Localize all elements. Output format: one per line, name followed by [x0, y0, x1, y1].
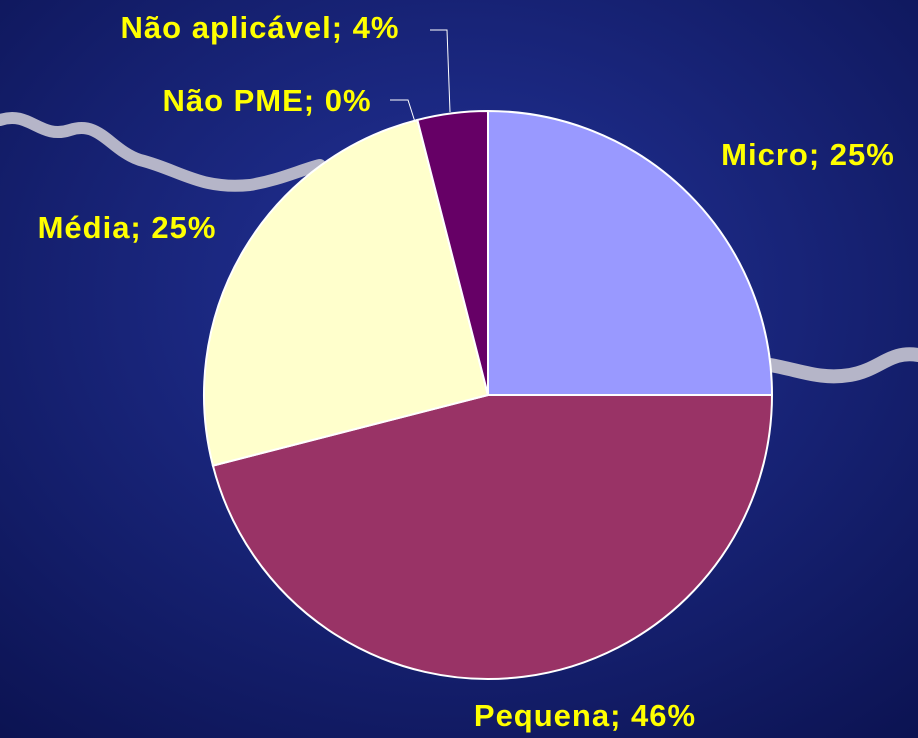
data-label: Micro; 25% — [721, 137, 895, 172]
data-label: Não PME; 0% — [162, 83, 371, 118]
data-label: Média; 25% — [38, 210, 217, 245]
pie — [204, 111, 772, 679]
page: Micro; 25% Pequena; 46% Média; 25% Não PME;… — [0, 0, 918, 738]
data-label: Não aplicável; 4% — [121, 10, 400, 45]
data-label: Pequena; 46% — [474, 698, 696, 733]
chart: Micro; 25% Pequena; 46% Média; 25% Não PME;… — [0, 0, 918, 738]
